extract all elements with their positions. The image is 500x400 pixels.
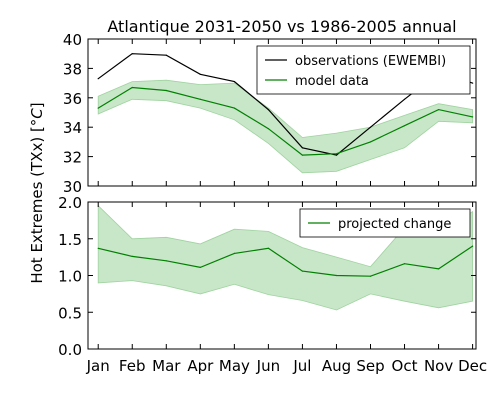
series-line-0-0 <box>97 53 473 156</box>
data-point-0-1-10 <box>438 109 440 111</box>
x-tick-label: Sep <box>356 357 384 375</box>
x-tick-label: Apr <box>187 357 214 375</box>
data-point-1-0-9 <box>403 263 406 265</box>
x-tick-label: Jun <box>256 357 280 375</box>
y-axis-label: Hot Extremes (TXx) [°C] <box>28 102 46 283</box>
data-point-1-0-3 <box>199 266 201 268</box>
series-line-1-0 <box>98 245 473 277</box>
x-tick-label: May <box>219 357 250 375</box>
series-band-1-0 <box>97 204 473 311</box>
y-tick-label: 38 <box>63 60 82 78</box>
data-point-0-0-9 <box>403 98 406 100</box>
series-band-0-1 <box>97 79 473 174</box>
y-tick-label: 0.5 <box>58 304 82 322</box>
data-point-0-0-1 <box>131 53 133 55</box>
data-point-0-1-0 <box>97 107 99 109</box>
y-tick-label: 1.0 <box>58 268 82 286</box>
data-point-0-1-4 <box>233 107 235 109</box>
top-panel: 30 32 34 36 38 40 observations (EWEMBI) model d… <box>63 31 477 196</box>
data-point-1-0-4 <box>233 252 235 254</box>
data-point-0-0-2 <box>165 54 167 56</box>
data-point-0-1-2 <box>165 89 167 92</box>
y-tick-label: 2.0 <box>58 194 82 212</box>
data-point-0-1-11 <box>472 116 474 118</box>
legend-entry: model data <box>295 74 369 89</box>
y-tick-label: 40 <box>63 31 82 49</box>
data-point-1-0-8 <box>369 275 372 277</box>
x-tick-label: Nov <box>424 357 453 375</box>
axes-frame-0 <box>87 38 477 187</box>
data-point-0-0-8 <box>369 126 372 128</box>
x-tick-label: Mar <box>152 357 181 375</box>
legend-entry: projected change <box>338 217 451 232</box>
data-point-0-0-6 <box>301 147 303 149</box>
x-tick-label: Aug <box>322 357 351 375</box>
data-point-1-0-0 <box>97 247 99 249</box>
y-tick-label: 36 <box>63 90 82 108</box>
data-point-1-0-10 <box>438 268 440 270</box>
y-tick-label: 34 <box>63 119 82 137</box>
y-tick-label: 30 <box>63 178 82 196</box>
data-point-0-1-5 <box>267 128 269 130</box>
x-tick-label: Jan <box>86 357 110 375</box>
x-tick-label: Dec <box>458 357 487 375</box>
data-point-0-1-9 <box>403 125 406 127</box>
data-point-1-0-5 <box>267 247 269 249</box>
chart-title: Atlantique 2031-2050 vs 1986-2005 annual <box>107 17 456 36</box>
data-point-0-1-1 <box>131 86 133 89</box>
y-tick-label: 0.0 <box>58 341 82 359</box>
y-tick-label: 32 <box>63 149 82 167</box>
y-tick-label: 1.5 <box>58 231 82 249</box>
legend-0: observations (EWEMBI) model data <box>256 45 471 95</box>
data-point-0-1-6 <box>301 154 303 156</box>
x-tick-label: Feb <box>119 357 146 375</box>
data-point-0-0-3 <box>199 73 201 75</box>
data-point-1-0-2 <box>165 260 167 262</box>
data-point-0-0-5 <box>267 109 269 111</box>
data-point-1-0-6 <box>301 270 303 272</box>
x-tick-label: Oct <box>392 357 418 375</box>
data-point-0-1-7 <box>335 153 338 155</box>
data-point-0-0-4 <box>233 81 235 83</box>
legend-box <box>256 45 471 95</box>
data-point-0-0-0 <box>97 78 99 80</box>
data-point-0-1-8 <box>369 141 372 143</box>
legend-entry: observations (EWEMBI) <box>295 54 446 69</box>
data-point-1-0-7 <box>335 274 338 277</box>
series-line-0-1 <box>97 86 473 156</box>
legend-1: projected change <box>299 208 471 238</box>
x-tick-label: Jul <box>292 357 311 375</box>
bottom-panel: 0.0 0.5 1.0 1.5 2.0 projected change <box>58 194 477 359</box>
data-point-0-1-3 <box>199 98 201 100</box>
data-point-1-0-11 <box>472 245 474 247</box>
data-point-0-0-11 <box>472 82 474 84</box>
data-point-0-0-7 <box>335 154 338 156</box>
data-point-1-0-1 <box>131 255 133 257</box>
x-axis-ticks: Jan Feb Mar Apr May Jun Jul Aug Sep Oct Nov Dec <box>86 357 487 375</box>
